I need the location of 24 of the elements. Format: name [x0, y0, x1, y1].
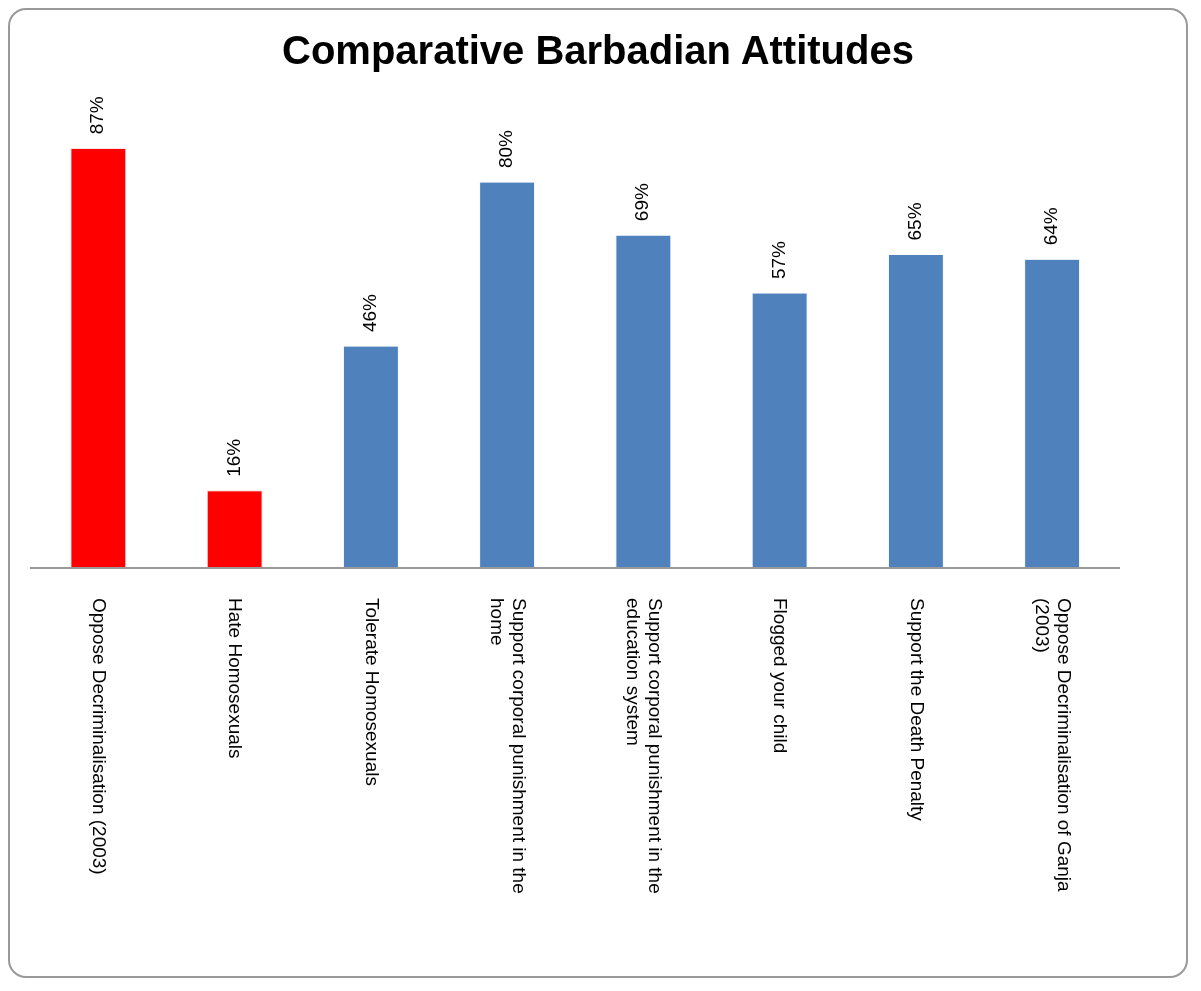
data-label: 16% [222, 438, 244, 477]
data-label: 46% [358, 293, 380, 333]
data-label: 69% [631, 183, 653, 222]
data-label: 64% [1040, 207, 1062, 246]
data-label: 87% [86, 96, 108, 135]
data-label: 80% [495, 129, 517, 169]
chart-title: Comparative Barbadian Attitudes [281, 27, 915, 74]
x-tick-label: Flogged your child [770, 598, 792, 754]
bar [615, 234, 672, 569]
x-tick-label: Support corporal punishment in the home [486, 598, 530, 894]
bar [479, 181, 536, 569]
bar [342, 345, 399, 569]
x-tick-label: Tolerate Homosexuals [361, 598, 383, 786]
x-tick-label: Oppose Decriminalisation (2003) [89, 598, 111, 875]
bar [70, 147, 127, 569]
bar [751, 292, 808, 569]
bar [887, 253, 944, 569]
data-label: 57% [767, 240, 789, 280]
bar [206, 490, 263, 569]
x-tick-label: Support the Death Penalty [906, 598, 928, 822]
x-tick-label: Oppose Decriminalisation of Ganja (2003) [1031, 598, 1075, 893]
data-label: 65% [903, 202, 925, 241]
x-tick-label: Hate Homosexuals [225, 598, 247, 759]
bar [1024, 258, 1081, 569]
